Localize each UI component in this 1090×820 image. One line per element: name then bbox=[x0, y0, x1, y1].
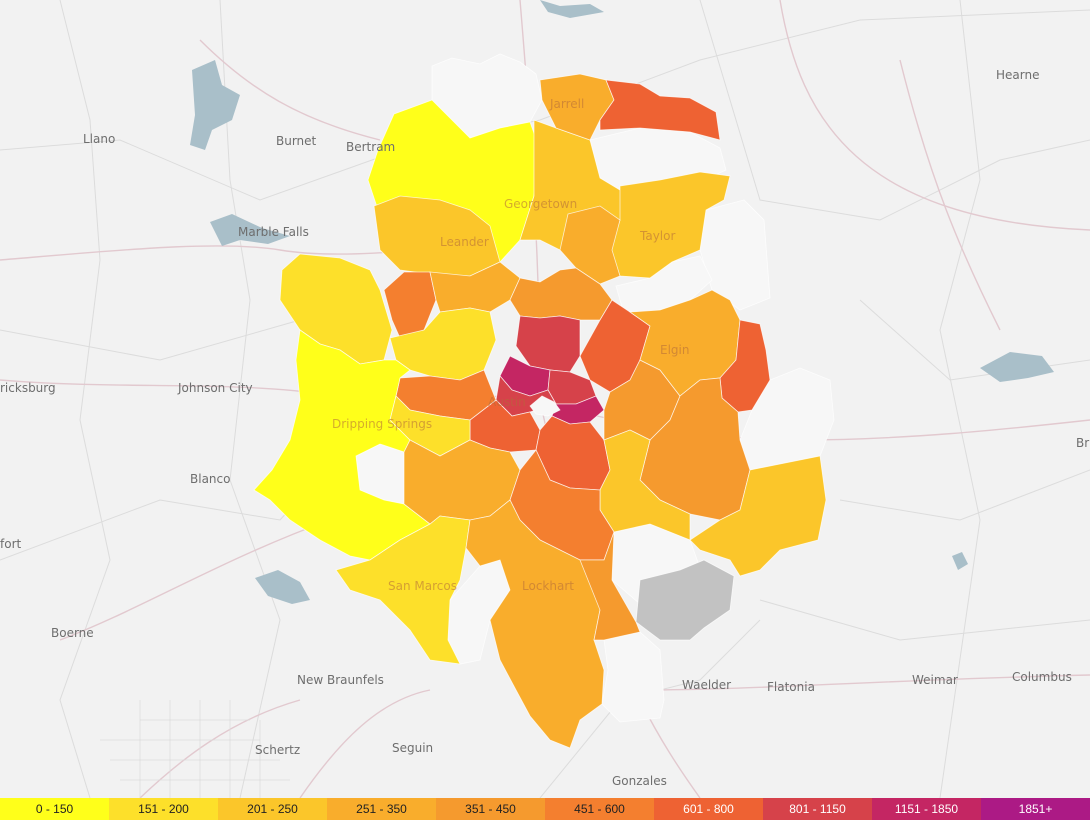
zone-south-nodata-2[interactable] bbox=[601, 631, 665, 723]
place-label-fredericksburg: ricksburg bbox=[0, 381, 56, 395]
legend-item-4: 351 - 450 bbox=[436, 798, 545, 820]
place-label-leander: Leander bbox=[440, 235, 489, 249]
place-label-comfort: fort bbox=[0, 537, 22, 551]
place-label-austin: Austin bbox=[488, 395, 526, 409]
place-label-gonzales: Gonzales bbox=[612, 774, 667, 788]
place-label-blanco: Blanco bbox=[190, 472, 230, 486]
legend-item-2: 201 - 250 bbox=[218, 798, 327, 820]
zone-lady-bird-lake[interactable] bbox=[529, 395, 561, 417]
place-label-llano: Llano bbox=[83, 132, 115, 146]
place-label-bertram: Bertram bbox=[346, 140, 395, 154]
zone-central-1[interactable] bbox=[515, 315, 581, 373]
place-label-burnet: Burnet bbox=[276, 134, 317, 148]
small-lake bbox=[952, 552, 968, 570]
legend-item-9: 1851+ bbox=[981, 798, 1090, 820]
place-label-lockhart: Lockhart bbox=[522, 579, 574, 593]
place-label-schertz: Schertz bbox=[255, 743, 300, 757]
place-label-weimar: Weimar bbox=[912, 673, 958, 687]
zone-san-marcos[interactable] bbox=[335, 515, 471, 665]
place-label-new-braunfels: New Braunfels bbox=[297, 673, 384, 687]
zone-lockhart[interactable] bbox=[465, 499, 613, 749]
zone-northeast-orange[interactable] bbox=[599, 79, 721, 141]
place-label-dripping-springs: Dripping Springs bbox=[332, 417, 432, 431]
place-label-taylor: Taylor bbox=[639, 229, 675, 243]
zone-smithville[interactable] bbox=[689, 455, 827, 577]
place-label-georgetown: Georgetown bbox=[504, 197, 577, 211]
zone-east-orange[interactable] bbox=[719, 319, 771, 413]
place-label-br: Br bbox=[1076, 436, 1089, 450]
county-boundaries bbox=[0, 0, 1090, 798]
legend-item-1: 151 - 200 bbox=[109, 798, 218, 820]
legend-item-3: 251 - 350 bbox=[327, 798, 436, 820]
place-label-waelder: Waelder bbox=[682, 678, 731, 692]
legend-item-0: 0 - 150 bbox=[0, 798, 109, 820]
zone-southeast-orange[interactable] bbox=[579, 531, 641, 641]
zone-west-orange[interactable] bbox=[383, 271, 437, 339]
place-label-san-marcos: San Marcos bbox=[388, 579, 457, 593]
zone-northwest-yellow[interactable] bbox=[367, 99, 541, 263]
lake-somerville bbox=[980, 352, 1054, 382]
place-label-columbus: Columbus bbox=[1012, 670, 1072, 684]
legend-item-7: 801 - 1150 bbox=[763, 798, 872, 820]
zone-hutto[interactable] bbox=[559, 205, 621, 285]
place-label-flatonia: Flatonia bbox=[767, 680, 815, 694]
zone-dripping-springs[interactable] bbox=[253, 329, 431, 561]
legend-item-5: 451 - 600 bbox=[545, 798, 654, 820]
place-labels: Hearne Llano Burnet Bertram Marble Falls… bbox=[0, 68, 1089, 788]
canyon-lake bbox=[255, 570, 310, 604]
choropleth-zones[interactable] bbox=[253, 53, 835, 749]
lake-buchanan bbox=[190, 60, 240, 150]
water-bodies bbox=[190, 0, 1054, 604]
place-label-elgin: Elgin bbox=[660, 343, 689, 357]
place-label-seguin: Seguin bbox=[392, 741, 433, 755]
lake-north bbox=[540, 0, 604, 18]
place-label-marble-falls: Marble Falls bbox=[238, 225, 309, 239]
zone-south-unavailable[interactable] bbox=[635, 559, 735, 641]
basemap[interactable]: Hearne Llano Burnet Bertram Marble Falls… bbox=[0, 0, 1090, 798]
zone-east-nodata-1[interactable] bbox=[699, 199, 771, 311]
san-antonio-urban bbox=[100, 700, 290, 798]
legend-item-8: 1151 - 1850 bbox=[872, 798, 981, 820]
lake-lbj bbox=[210, 214, 290, 246]
place-label-jarrell: Jarrell bbox=[549, 97, 584, 111]
zone-northwest-hills[interactable] bbox=[429, 261, 521, 313]
legend-item-6: 601 - 800 bbox=[654, 798, 763, 820]
place-label-hearne: Hearne bbox=[996, 68, 1039, 82]
place-label-johnson-city: Johnson City bbox=[177, 381, 253, 395]
legend: 0 - 150 151 - 200 201 - 250 251 - 350 351 - … bbox=[0, 798, 1090, 820]
place-label-boerne: Boerne bbox=[51, 626, 94, 640]
